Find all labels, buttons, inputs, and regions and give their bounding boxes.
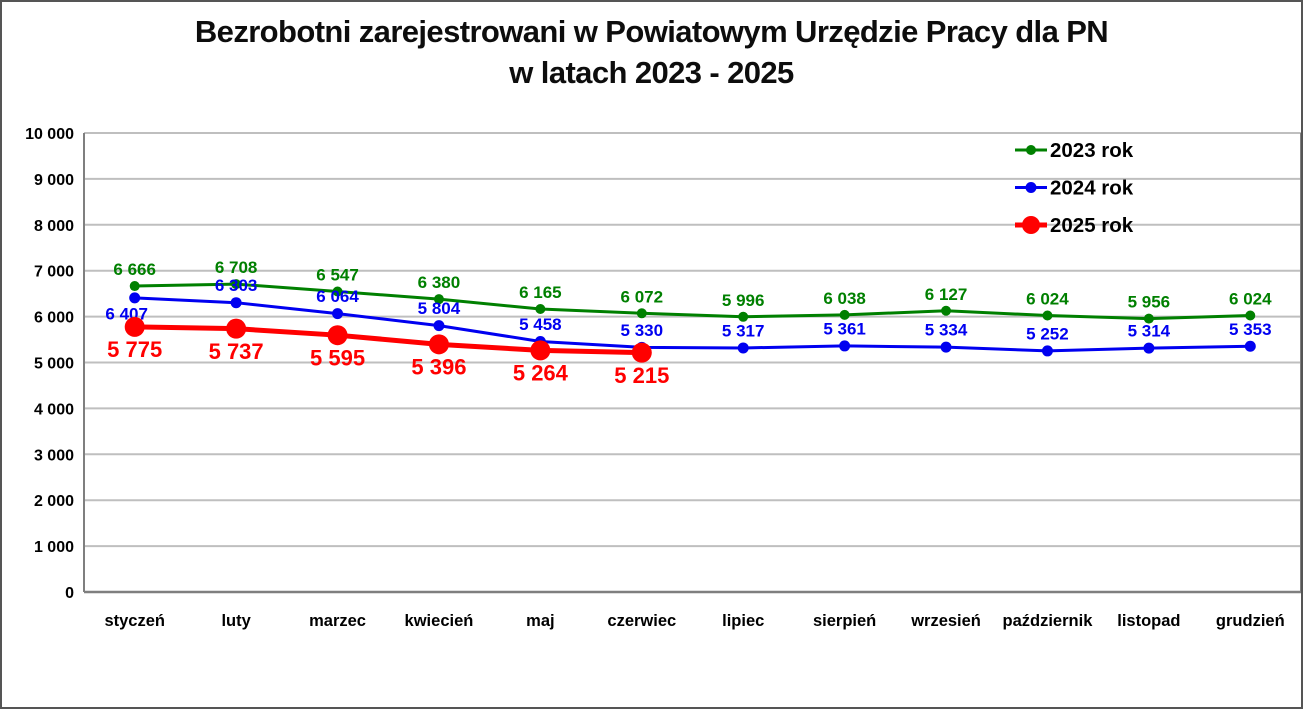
data-point-label: 5 775: [107, 337, 162, 362]
chart-title: Bezrobotni zarejestrowani w Powiatowym U…: [2, 11, 1301, 93]
data-point-marker: [941, 305, 952, 316]
data-point-marker: [1143, 342, 1155, 354]
x-axis-category-label: listopad: [1117, 612, 1180, 630]
series-line-2025-rok: [132, 324, 645, 356]
data-point-marker: [839, 309, 850, 320]
data-point-label: 5 330: [621, 321, 664, 340]
legend-marker-icon: [1026, 145, 1036, 155]
data-point-label: 6 024: [1229, 289, 1272, 308]
data-point-label: 5 252: [1026, 324, 1069, 343]
data-point-label: 5 737: [209, 339, 264, 364]
data-point-label: 6 303: [215, 276, 258, 295]
data-point-marker: [129, 292, 141, 304]
data-point-label: 5 353: [1229, 320, 1272, 339]
data-point-label: 5 595: [310, 345, 365, 370]
data-point-label: 6 380: [418, 273, 461, 292]
data-point-marker: [839, 340, 851, 352]
legend-marker-icon: [1025, 182, 1037, 193]
data-point-marker: [535, 304, 546, 315]
data-point-label: 5 458: [519, 315, 562, 334]
x-axis-category-label: lipiec: [722, 612, 764, 630]
legend-label: 2024 rok: [1050, 177, 1134, 200]
y-axis-tick-label: 8 000: [34, 218, 74, 235]
data-point-label: 6 127: [925, 285, 968, 304]
legend-label: 2025 rok: [1050, 214, 1134, 237]
data-point-marker: [1041, 345, 1053, 357]
y-axis-tick-label: 5 000: [34, 356, 74, 373]
data-point-label: 5 996: [722, 291, 765, 310]
y-axis-tick-label: 2 000: [34, 493, 74, 510]
data-point-label: 6 072: [621, 287, 664, 306]
data-point-marker: [230, 297, 242, 309]
data-point-marker: [1042, 310, 1053, 321]
x-axis-category-label: październik: [1003, 612, 1094, 630]
data-point-marker: [737, 342, 749, 354]
x-axis-category-label: kwiecień: [405, 612, 474, 630]
y-axis-tick-label: 7 000: [34, 264, 74, 281]
data-point-marker: [433, 294, 444, 305]
data-point-label: 5 396: [411, 354, 466, 379]
y-axis-tick-label: 1 000: [34, 539, 74, 556]
data-point-marker: [631, 342, 652, 363]
data-point-marker: [433, 320, 445, 332]
series-line-2024-rok: [133, 296, 1252, 353]
legend-marker-icon: [1022, 216, 1040, 234]
x-axis-category-label: marzec: [309, 612, 366, 630]
data-point-marker: [940, 341, 952, 353]
series-line-2023-rok: [133, 282, 1252, 321]
y-axis-tick-label: 9 000: [34, 172, 74, 189]
x-axis-category-label: maj: [526, 612, 554, 630]
data-point-marker: [530, 340, 551, 361]
data-point-label: 5 956: [1128, 293, 1171, 312]
y-axis-tick-label: 4 000: [34, 401, 74, 418]
data-point-label: 6 666: [113, 260, 156, 279]
data-point-label: 6 165: [519, 283, 562, 302]
chart-title-line1: Bezrobotni zarejestrowani w Powiatowym U…: [194, 14, 1109, 49]
data-point-marker: [332, 308, 344, 320]
data-point-marker: [428, 334, 449, 355]
data-point-marker: [231, 279, 242, 290]
x-axis-category-label: czerwiec: [607, 612, 676, 630]
data-point-marker: [327, 325, 348, 346]
data-point-marker: [129, 281, 140, 292]
y-axis-tick-label: 3 000: [34, 447, 74, 464]
x-axis-category-label: wrzesień: [910, 612, 981, 630]
x-axis-category-label: luty: [221, 612, 251, 630]
data-point-marker: [738, 311, 749, 322]
data-point-label: 5 264: [513, 361, 569, 386]
data-point-label: 5 215: [614, 363, 669, 388]
data-point-label: 5 361: [823, 319, 866, 338]
x-axis-category-label: styczeń: [104, 612, 165, 630]
data-point-label: 5 334: [925, 321, 968, 340]
x-axis-category-label: grudzień: [1216, 612, 1285, 630]
data-point-marker: [636, 308, 647, 319]
y-axis-tick-label: 6 000: [34, 310, 74, 327]
data-point-marker: [124, 316, 145, 337]
y-axis-tick-label: 10 000: [25, 126, 74, 143]
data-point-label: 6 024: [1026, 289, 1069, 308]
data-point-label: 6 547: [316, 265, 359, 284]
data-point-marker: [1245, 310, 1256, 321]
x-axis-category-label: sierpień: [813, 612, 876, 630]
data-point-marker: [226, 318, 247, 339]
data-point-label: 5 317: [722, 321, 765, 340]
data-point-label: 5 804: [418, 299, 461, 318]
data-point-label: 6 064: [316, 287, 359, 306]
data-point-label: 6 038: [823, 289, 866, 308]
legend-label: 2023 rok: [1050, 139, 1134, 162]
data-point-label: 6 708: [215, 258, 258, 277]
data-point-marker: [1244, 340, 1256, 352]
chart-title-line2: w latach 2023 - 2025: [509, 55, 794, 90]
data-point-marker: [332, 286, 343, 297]
y-axis-tick-label: 0: [65, 585, 74, 602]
data-point-marker: [1143, 313, 1154, 324]
data-point-label: 5 314: [1128, 322, 1171, 341]
